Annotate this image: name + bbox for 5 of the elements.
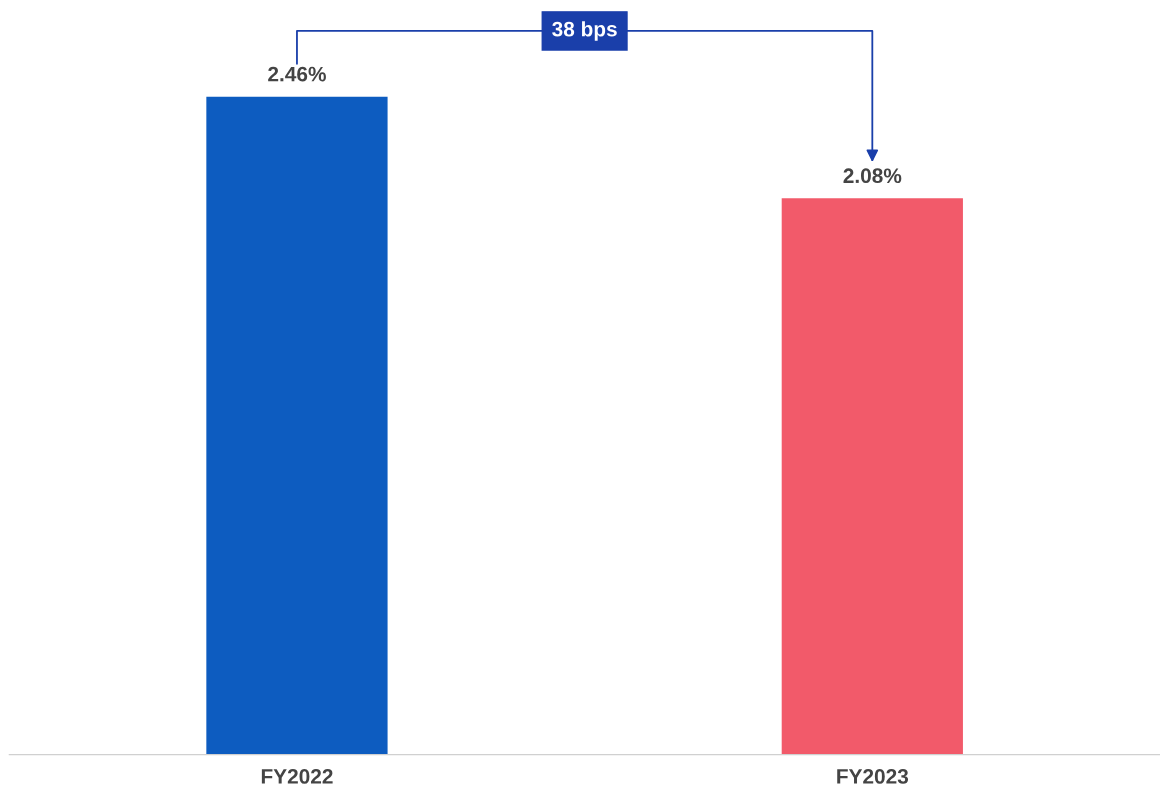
text: 38 bps [552, 21, 617, 41]
data-label: 2.46% [268, 66, 326, 82]
x-tick-label: FY2022 [261, 769, 333, 784]
x-tick-label: FY2023 [837, 769, 909, 784]
data-label: 2.08% [843, 168, 902, 184]
